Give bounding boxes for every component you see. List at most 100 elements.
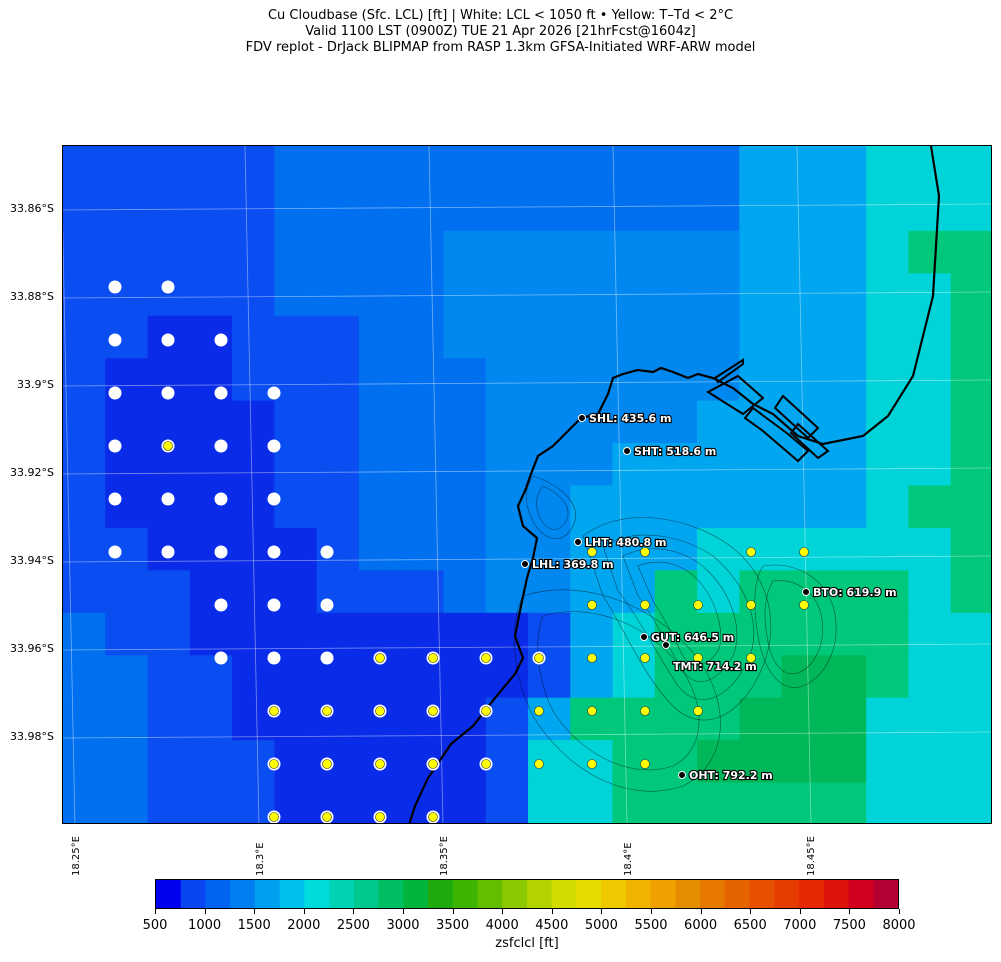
- grid-cell: [105, 697, 149, 741]
- grid-cell: [866, 740, 910, 784]
- colorbar-tick-mark: [551, 909, 553, 914]
- colorbar-swatch: [156, 880, 182, 908]
- grid-cell: [823, 188, 867, 232]
- grid-cell: [866, 527, 910, 571]
- grid-cell: [739, 358, 783, 402]
- grid-cell: [528, 315, 571, 359]
- grid-cell: [401, 400, 445, 444]
- contour: [536, 485, 569, 530]
- grid-cell: [232, 315, 275, 359]
- colorbar-swatch: [873, 880, 899, 908]
- colorbar-swatch: [329, 880, 355, 908]
- grid-cell: [908, 188, 952, 232]
- grid-cell: [401, 188, 445, 232]
- grid-cell: [781, 697, 825, 741]
- colorbar-swatch: [403, 880, 429, 908]
- grid-cell: [781, 443, 825, 487]
- latitude-tick-label: 33.9°S: [17, 378, 54, 391]
- grid-cell: [401, 612, 445, 656]
- grid-cell: [63, 655, 106, 699]
- grid-cell: [908, 655, 952, 699]
- grid-cell: [908, 485, 952, 529]
- grid-cell: [823, 655, 867, 699]
- yellow-spread-marker: [534, 706, 544, 716]
- grid-cell: [147, 188, 191, 232]
- grid-cell: [147, 697, 191, 741]
- grid-cell: [612, 782, 656, 823]
- station-label: SHT: 518.6 m: [634, 445, 716, 458]
- grid-cell: [147, 146, 191, 190]
- yellow-spread-marker: [428, 706, 438, 716]
- grid-cell: [950, 230, 991, 274]
- grid-cell: [654, 358, 698, 402]
- grid-cell: [950, 782, 991, 823]
- grid-cell: [401, 315, 445, 359]
- grid-cell: [485, 697, 529, 741]
- grid-cell: [232, 273, 275, 317]
- grid-cell: [612, 188, 656, 232]
- grid-cell: [612, 273, 656, 317]
- white-lcl-marker: [214, 651, 228, 665]
- yellow-spread-marker: [481, 706, 491, 716]
- grid-cell: [63, 400, 106, 444]
- yellow-spread-marker: [481, 653, 491, 663]
- white-lcl-marker: [214, 598, 228, 612]
- grid-cell: [654, 527, 698, 571]
- grid-cell: [401, 146, 445, 190]
- yellow-spread-marker: [269, 812, 279, 822]
- colorbar-swatch: [527, 880, 553, 908]
- grid-cell: [739, 443, 783, 487]
- grid-cell: [823, 697, 867, 741]
- station-label: SHL: 435.6 m: [589, 412, 671, 425]
- grid-cell: [654, 400, 698, 444]
- map-title-line-3: FDV replot - DrJack BLIPMAP from RASP 1.…: [245, 40, 756, 55]
- colorbar-tick-mark: [403, 909, 404, 914]
- grid-cell: [105, 655, 149, 699]
- grid-cell: [274, 443, 318, 487]
- grid-cell: [866, 230, 910, 274]
- grid-cell: [570, 697, 614, 741]
- contour: [754, 564, 837, 688]
- yellow-spread-marker: [640, 547, 650, 557]
- grid-cell: [612, 485, 656, 529]
- white-lcl-marker: [214, 492, 228, 506]
- grid-cell: [485, 612, 529, 656]
- grid-cell: [485, 358, 529, 402]
- grid-cell: [485, 230, 529, 274]
- grid-cell: [401, 570, 445, 614]
- station-dot: [623, 447, 631, 455]
- grid-cell: [528, 188, 571, 232]
- grid-cell: [189, 230, 233, 274]
- yellow-spread-marker: [640, 706, 650, 716]
- grid-cell: [739, 697, 783, 741]
- grid-cell: [528, 782, 571, 823]
- grid-cell: [274, 782, 318, 823]
- colorbar-swatch: [551, 880, 577, 908]
- grid-cell: [105, 740, 149, 784]
- grid-cell: [147, 273, 191, 317]
- grid-cell: [739, 740, 783, 784]
- grid-cell: [358, 315, 402, 359]
- grid-cell: [823, 612, 867, 656]
- grid-cell: [654, 188, 698, 232]
- colorbar-swatch: [304, 880, 330, 908]
- grid-cell: [528, 612, 571, 656]
- yellow-spread-marker: [481, 759, 491, 769]
- grid-cell: [528, 358, 571, 402]
- grid-cell: [232, 740, 275, 784]
- grid-cell: [866, 485, 910, 529]
- colorbar-tick-label: 3000: [386, 918, 420, 933]
- grid-cell: [781, 273, 825, 317]
- grid-cell: [63, 740, 106, 784]
- white-lcl-marker: [267, 492, 281, 506]
- grid-cell: [316, 358, 360, 402]
- grid-cell: [528, 230, 571, 274]
- map-panel[interactable]: SHL: 435.6 m SHT: 518.6 m LHT: 480.8 m LHL:…: [62, 145, 992, 824]
- grid-cell: [105, 273, 149, 317]
- colorbar-swatch: [205, 880, 231, 908]
- grid-cell: [105, 782, 149, 823]
- contour: [525, 475, 576, 540]
- colorbar-tick-mark: [353, 909, 355, 914]
- white-lcl-marker: [267, 439, 281, 453]
- grid-cell: [866, 655, 910, 699]
